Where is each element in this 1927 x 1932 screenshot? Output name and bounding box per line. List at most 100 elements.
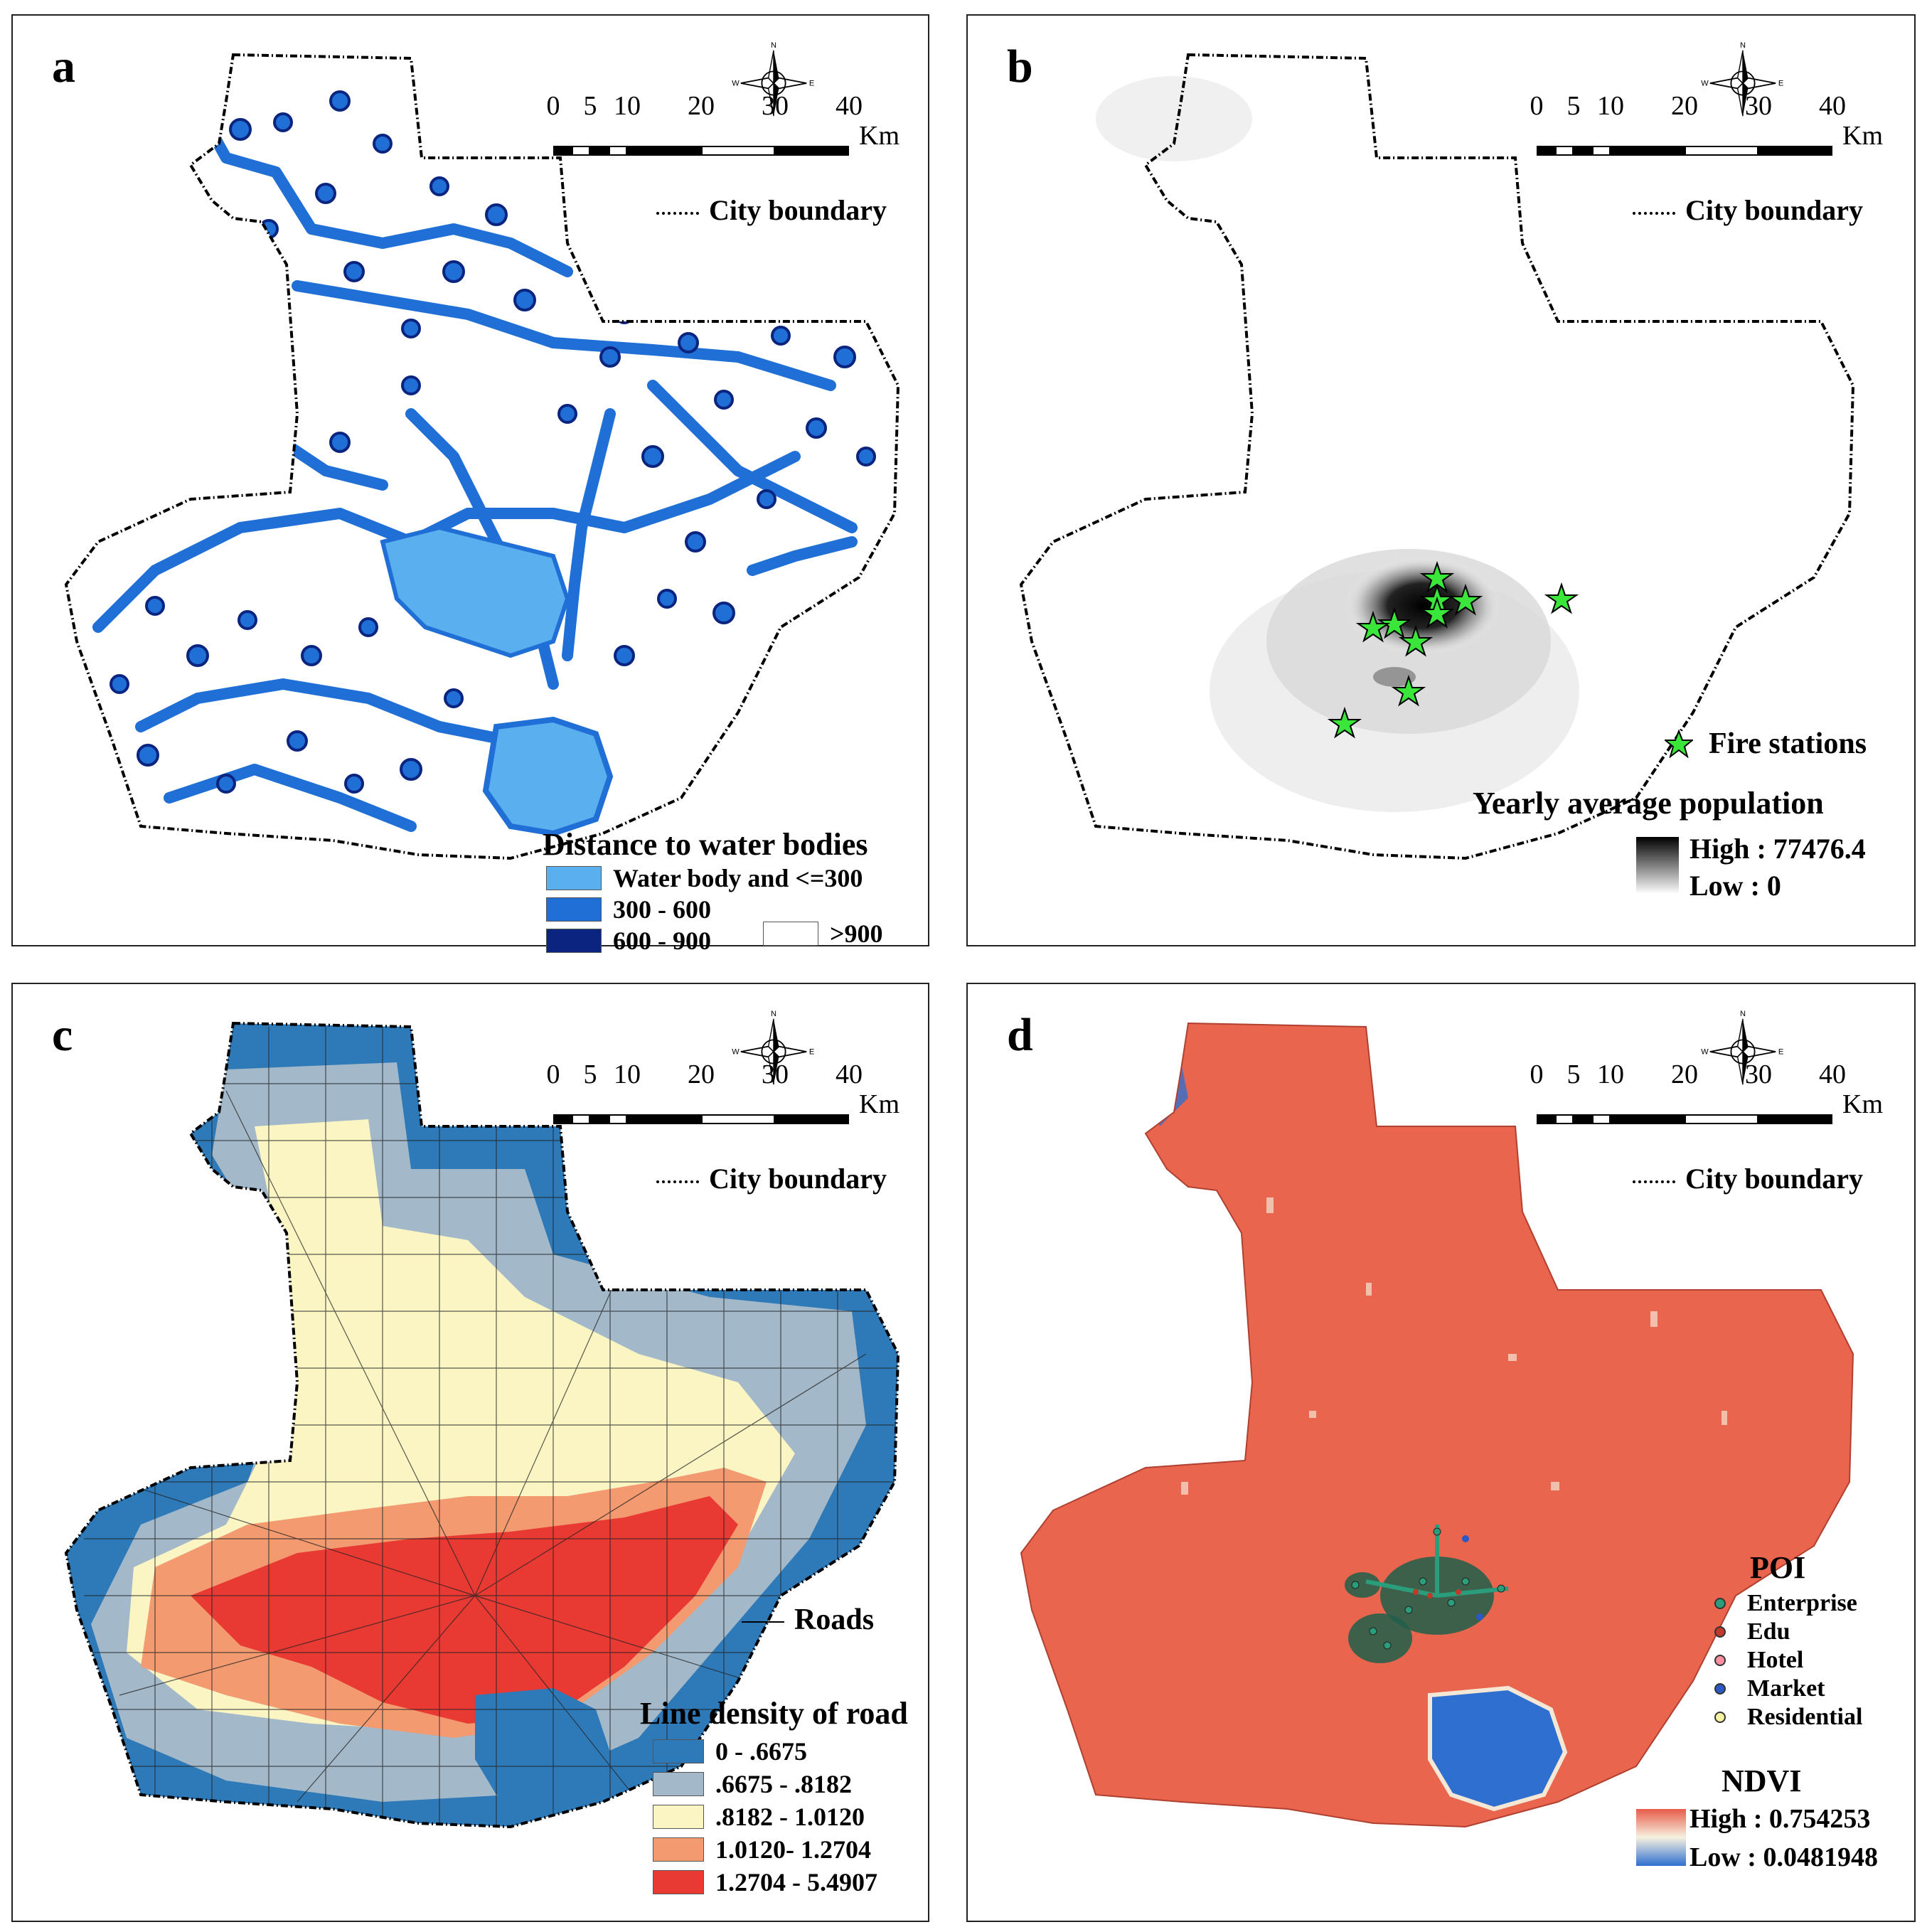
legend-swatch [546, 897, 602, 922]
lake [482, 716, 614, 837]
city-boundary-label: City boundary [1685, 1163, 1864, 1195]
fire-station-marker [1448, 583, 1483, 616]
scale-tick: 5 [1566, 91, 1581, 121]
scale-unit: Km [859, 1089, 900, 1119]
legend-label: Water body and <=300 [613, 864, 863, 892]
panel-d-ndvi-poi: d 0 5 10 20 30 40 Km City boundary POI E… [966, 983, 1916, 1922]
dash-dot-line-icon [1633, 211, 1675, 215]
legend-item: 1.2704 - 5.4907 [653, 1867, 877, 1897]
legend-swatch [763, 922, 818, 946]
scale-tick: 40 [836, 1060, 863, 1089]
legend-item: 600 - 900 [546, 926, 711, 956]
population-map [1020, 53, 1854, 860]
dash-dot-line-icon [656, 211, 699, 215]
city-boundary-legend: City boundary [656, 1162, 887, 1195]
population-hotspot [1345, 556, 1501, 656]
city-boundary-legend: City boundary [1633, 1162, 1863, 1195]
scale-tick: 40 [1819, 91, 1846, 121]
legend-item: 0 - .6675 [653, 1736, 807, 1766]
legend-item: Water body and <=300 [546, 863, 863, 893]
city-boundary-label: City boundary [1685, 194, 1864, 226]
wetland-zone [380, 525, 570, 658]
scale-tick: 10 [1597, 1060, 1624, 1089]
fire-station-marker [1544, 582, 1579, 614]
legend-swatch [653, 1739, 704, 1763]
scale-unit: Km [859, 121, 900, 151]
scale-bar: 0 5 10 20 30 40 Km [547, 1059, 951, 1124]
legend-label: 1.2704 - 5.4907 [715, 1868, 877, 1896]
city-boundary-label: City boundary [709, 194, 887, 226]
legend-item: 300 - 600 [546, 895, 711, 924]
scale-tick: 5 [1566, 1060, 1581, 1089]
scale-tick: 10 [614, 1060, 641, 1089]
scale-tick: 30 [762, 1060, 789, 1089]
legend-low: Low : 0.0481948 [1690, 1842, 1878, 1872]
legend-swatch [653, 1772, 704, 1796]
dash-dot-line-icon [1633, 1180, 1675, 1183]
legend-label: 600 - 900 [613, 927, 711, 955]
fire-station-marker [1327, 706, 1362, 739]
legend-label: Fire stations [1709, 727, 1867, 760]
scale-unit: Km [1842, 1089, 1883, 1119]
lake [1428, 1685, 1568, 1812]
fire-station-marker [1377, 607, 1412, 639]
legend-label: 1.0120- 1.2704 [715, 1835, 871, 1864]
water-distance-map [65, 53, 900, 860]
dot-icon [1714, 1626, 1726, 1638]
dot-icon [1714, 1683, 1726, 1694]
legend-item: 1.0120- 1.2704 [653, 1835, 871, 1864]
scale-tick: 40 [836, 91, 863, 121]
ndvi-map [1020, 1023, 1854, 1827]
fire-stations [1327, 560, 1579, 739]
legend-label: .6675 - .8182 [715, 1770, 852, 1798]
city-boundary-label: City boundary [709, 1163, 887, 1195]
legend-title: Line density of road [640, 1696, 908, 1731]
scale-tick: 20 [688, 91, 715, 121]
legend-label: .8182 - 1.0120 [715, 1803, 865, 1831]
fire-station-marker [1398, 624, 1434, 657]
legend-label: 300 - 600 [613, 895, 711, 924]
city-boundary-legend: City boundary [656, 193, 887, 227]
ndvi-title: NDVI [1722, 1763, 1802, 1798]
scale-tick: 0 [1530, 91, 1544, 121]
legend-high: High : 77476.4 [1690, 833, 1866, 865]
scale-bar: 0 5 10 20 30 40 Km [547, 90, 951, 156]
roads-label: Roads [794, 1603, 875, 1636]
fire-station-marker [1419, 596, 1455, 629]
legend-label: >900 [830, 919, 883, 948]
panel-label: c [52, 1009, 73, 1061]
road-line-icon [742, 1621, 784, 1623]
road-density-map [65, 1022, 900, 1828]
legend-title: Distance to water bodies [543, 827, 868, 862]
scale-tick: 20 [1671, 91, 1698, 121]
scale-tick: 30 [1745, 91, 1772, 121]
legend-label: 0 - .6675 [715, 1737, 807, 1766]
legend-swatch [546, 929, 602, 953]
fire-station-marker [1391, 674, 1426, 707]
dash-dot-line-icon [656, 1180, 699, 1183]
legend-swatch [653, 1870, 704, 1894]
dot-icon [1714, 1598, 1726, 1609]
dot-icon [1714, 1655, 1726, 1666]
legend-swatch [653, 1837, 704, 1862]
poi-cluster [1345, 1525, 1509, 1663]
scale-bar: 0 5 10 20 30 40 Km [1530, 90, 1927, 156]
scale-unit: Km [1842, 121, 1883, 151]
scale-tick: 20 [688, 1060, 715, 1089]
scale-tick: 0 [1530, 1060, 1544, 1089]
scale-tick: 0 [546, 1060, 560, 1089]
star-icon [1665, 730, 1693, 758]
city-boundary-legend: City boundary [1633, 193, 1863, 227]
panel-b-population: b 0 5 10 20 30 40 Km City boundary Fire … [966, 14, 1916, 946]
population-ramp [1636, 837, 1679, 894]
scale-tick: 0 [546, 91, 560, 121]
scale-tick: 20 [1671, 1060, 1698, 1089]
scale-bar: 0 5 10 20 30 40 Km [1530, 1059, 1927, 1124]
dot-icon [1714, 1712, 1726, 1723]
roads-legend: Roads [742, 1603, 874, 1637]
scale-tick: 10 [1597, 91, 1624, 121]
ndvi-ramp [1636, 1809, 1686, 1866]
panel-label: a [52, 41, 75, 92]
legend-label: Edu [1747, 1618, 1790, 1645]
legend-label: Hotel [1747, 1647, 1804, 1673]
